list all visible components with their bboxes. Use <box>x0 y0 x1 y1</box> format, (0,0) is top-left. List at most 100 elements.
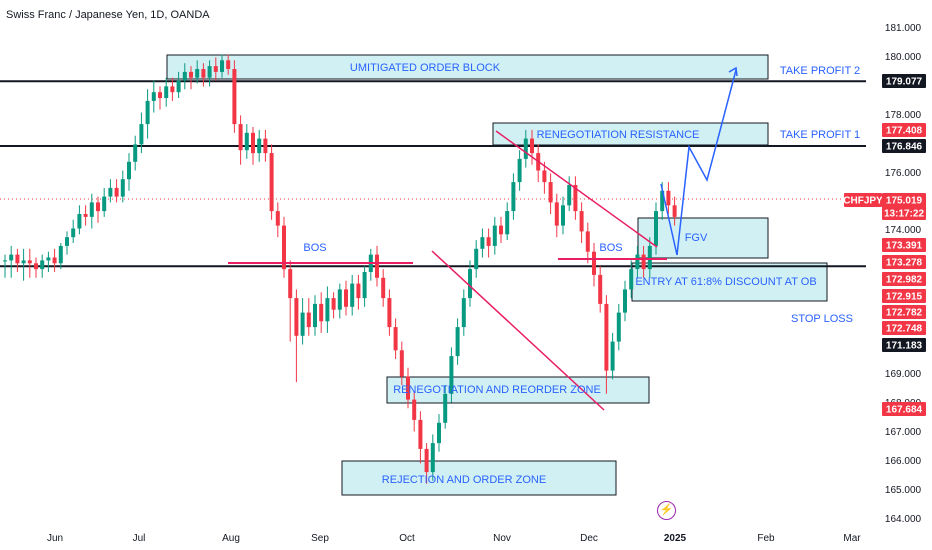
candle-body <box>592 251 596 275</box>
candle <box>480 228 485 258</box>
candle <box>313 295 317 336</box>
candle-body <box>83 214 88 217</box>
candle <box>430 434 435 481</box>
price-badge-bg <box>844 193 882 207</box>
candle <box>108 179 113 203</box>
candle <box>492 216 497 255</box>
candle <box>263 129 268 162</box>
candle <box>34 257 38 278</box>
candle <box>176 71 181 98</box>
x-tick-label: Dec <box>580 533 598 544</box>
candle <box>3 254 7 278</box>
candle-body <box>647 245 652 270</box>
y-tick-label: 165.000 <box>885 485 922 496</box>
bos-label-right: BOS <box>599 242 622 254</box>
candle-body <box>213 66 218 72</box>
candle-body <box>449 356 454 394</box>
price-badge-bg <box>882 139 926 153</box>
candle-body <box>306 312 311 328</box>
candle-body <box>108 187 113 197</box>
price-badge: 172.748 <box>882 321 926 335</box>
candle <box>455 318 460 365</box>
candle-body <box>275 211 280 226</box>
x-tick-label: Nov <box>493 533 511 544</box>
candle-body <box>176 80 181 93</box>
candle <box>412 390 417 432</box>
candle-body <box>406 376 410 400</box>
candle-body <box>34 263 38 270</box>
candle <box>449 347 454 403</box>
candle <box>52 248 57 272</box>
candle-body <box>362 272 367 299</box>
candle-body <box>604 303 609 371</box>
candle <box>356 274 361 310</box>
candle-body <box>27 260 32 264</box>
price-badge-label: 173.278 <box>886 258 923 269</box>
y-tick-label: 166.000 <box>885 456 922 467</box>
candle <box>499 216 503 243</box>
candle <box>325 286 330 333</box>
candle-body <box>486 237 491 246</box>
horizontal-levels <box>0 80 866 268</box>
price-badge-label: 177.408 <box>886 126 923 137</box>
y-tick-label: 174.000 <box>885 225 922 236</box>
candle <box>27 248 32 278</box>
candle-body <box>244 132 249 151</box>
candle <box>641 245 646 278</box>
candle-body <box>52 257 57 264</box>
candle <box>89 193 94 229</box>
candle-body <box>492 225 497 246</box>
annotation-labels: UMITIGATED ORDER BLOCK RENEGOTIATION RESI… <box>303 62 860 486</box>
candle-body <box>133 144 138 162</box>
candle <box>201 63 206 87</box>
resistance-zone-label: RENEGOTIATION RESISTANCE <box>537 129 700 141</box>
candle-body <box>344 289 348 307</box>
candle <box>579 202 584 243</box>
candle-body <box>145 100 150 125</box>
candle <box>182 63 187 90</box>
candle-body <box>139 124 144 145</box>
candle-body <box>21 260 26 264</box>
candle <box>269 144 274 220</box>
order-block-zone <box>166 54 769 80</box>
candle-body <box>573 185 578 212</box>
lightning-icon[interactable]: ⚡ <box>657 501 676 520</box>
price-badge: 172.915 <box>882 289 926 303</box>
x-tick-label: Oct <box>399 533 415 544</box>
candle-body <box>151 92 156 101</box>
candle <box>585 222 590 264</box>
candle-body <box>635 254 640 270</box>
candle <box>604 295 609 394</box>
price-badge-label: 172.915 <box>886 292 923 303</box>
candle <box>381 269 386 307</box>
candle <box>306 298 311 336</box>
candle <box>616 303 621 351</box>
candle-body <box>381 277 386 299</box>
candle <box>151 80 156 113</box>
candle <box>573 176 578 220</box>
candle <box>226 54 231 75</box>
candle <box>170 77 175 101</box>
candle-body <box>412 399 417 420</box>
candle <box>58 243 63 270</box>
candle <box>629 260 634 299</box>
candle <box>127 153 131 191</box>
candle <box>40 254 45 278</box>
candle-body <box>561 205 565 226</box>
candle-body <box>313 303 317 328</box>
candle-body <box>511 182 516 212</box>
candle-body <box>523 138 528 159</box>
bos-label-left: BOS <box>303 242 326 254</box>
candle <box>158 86 162 110</box>
candle-body <box>579 211 584 232</box>
candle-body <box>517 158 522 183</box>
candle-body <box>15 254 20 264</box>
reorder-zone <box>386 376 650 404</box>
candle <box>294 289 299 383</box>
candle <box>15 248 20 272</box>
candle <box>96 196 100 223</box>
candle-body <box>114 187 119 197</box>
candle <box>523 129 528 168</box>
y-tick-label: 169.000 <box>885 369 922 380</box>
